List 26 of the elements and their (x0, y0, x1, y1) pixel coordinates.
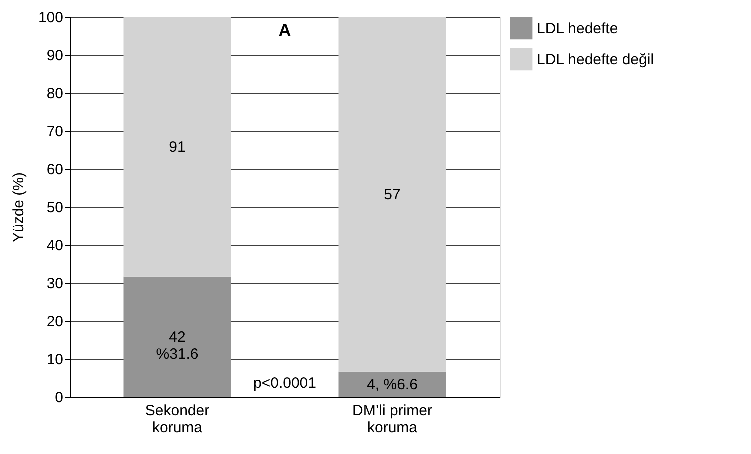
y-tick-label: 40 (46, 238, 64, 254)
annotation: 42 %31.6 (156, 328, 199, 363)
legend-label: LDL hedefte (537, 20, 618, 38)
y-tick-label: 100 (38, 10, 64, 26)
annotation: 4, %6.6 (367, 376, 418, 394)
y-tick-label: 60 (46, 162, 64, 178)
y-tick-label: 20 (46, 314, 64, 330)
y-axis-title: Yüzde (%) (10, 172, 28, 243)
annotation: 57 (384, 186, 401, 204)
y-tick-label: 70 (46, 124, 64, 140)
y-tick-label: 50 (46, 200, 64, 216)
bar (338, 372, 446, 397)
bar (124, 276, 232, 397)
y-tick-label: 80 (46, 86, 64, 102)
bar (338, 17, 446, 372)
y-tick-label: 10 (46, 352, 64, 368)
y-tick-label: 0 (55, 390, 64, 406)
annotation: 91 (169, 138, 186, 156)
y-tick-label: 30 (46, 276, 64, 292)
annotation: A (278, 21, 292, 40)
x-tick-label: DM’li primer koruma (352, 402, 432, 436)
x-tick-label: Sekonder koruma (145, 402, 210, 436)
bar (124, 17, 232, 277)
annotation: p<0.0001 (254, 375, 316, 392)
y-tick-label: 90 (46, 48, 64, 64)
legend-label: LDL hedefte değil (537, 52, 654, 68)
